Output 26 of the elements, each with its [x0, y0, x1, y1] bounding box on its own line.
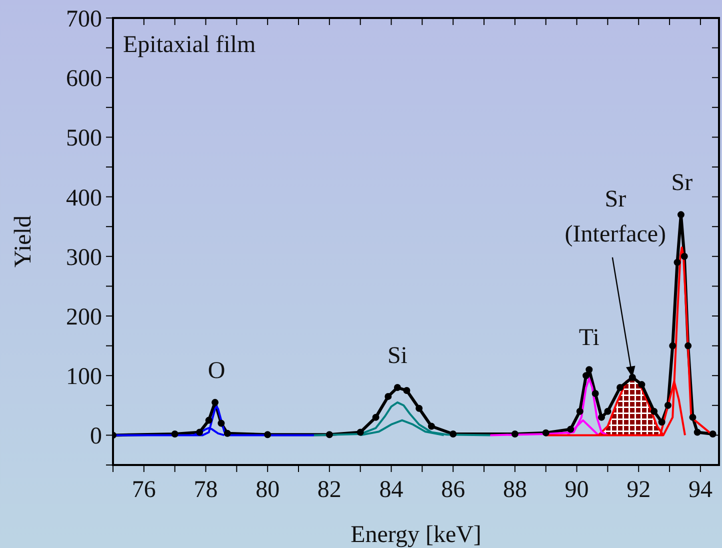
y-tick-label: 100	[66, 364, 102, 390]
x-tick-label: 84	[379, 477, 404, 504]
y-tick-label: 500	[66, 126, 102, 152]
annotation: Sr	[671, 170, 693, 196]
y-tick-label: 600	[66, 66, 102, 92]
annotation: Ti	[578, 325, 600, 352]
x-tick-label: 82	[317, 477, 342, 504]
x-tick-label: 88	[502, 477, 527, 504]
x-tick-label: 80	[256, 477, 280, 504]
y-tick-label: 0	[90, 424, 102, 450]
y-tick-label: 700	[66, 6, 102, 33]
annotation: O	[208, 358, 226, 384]
y-tick-label: 300	[66, 244, 102, 271]
x-tick-label: 78	[194, 477, 218, 504]
y-axis-title: Yield	[10, 216, 37, 268]
y-tick-label: 400	[66, 185, 102, 212]
x-axis-title: Energy [keV]	[350, 522, 482, 548]
x-tick-label: 94	[688, 477, 712, 504]
y-tick-label: 200	[66, 304, 102, 331]
annotation: Si	[387, 343, 408, 370]
x-tick-label: 86	[441, 477, 466, 504]
annotation: Sr (Interface)	[564, 186, 666, 247]
x-tick-label: 92	[626, 477, 651, 504]
x-tick-label: 76	[132, 477, 156, 504]
annotation: Epitaxial film	[123, 32, 256, 58]
x-tick-label: 90	[564, 477, 589, 504]
